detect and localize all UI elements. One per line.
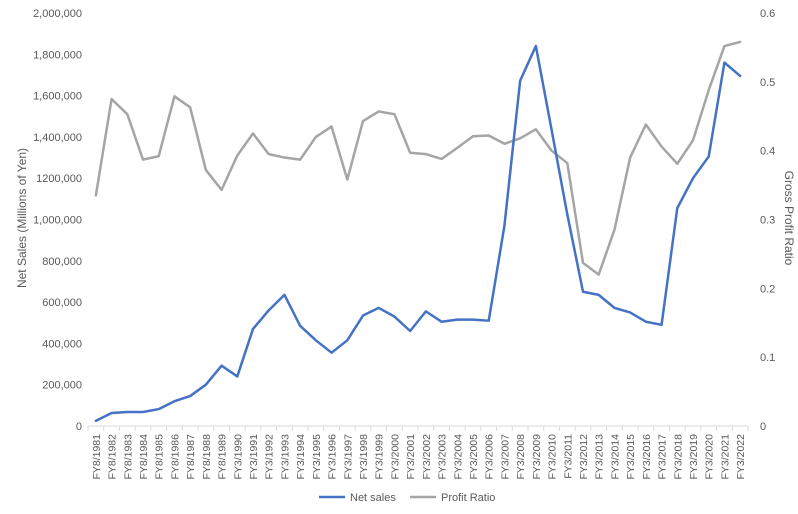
y-tick-label: 200,000: [42, 380, 82, 392]
x-tick-label: FY8/1982: [107, 434, 119, 480]
y2-tick-label: 0.1: [760, 352, 775, 364]
y-tick-label: 1,000,000: [33, 215, 82, 227]
x-tick-label: FY3/1999: [374, 434, 386, 480]
x-tick-label: FY8/1984: [138, 434, 150, 480]
x-tick-label: FY3/2013: [594, 434, 606, 480]
x-tick-label: FY3/2009: [531, 434, 543, 480]
x-tick-label: FY8/1987: [185, 434, 197, 480]
y-tick-label: 0: [76, 421, 82, 433]
series-lines: [94, 40, 742, 423]
series-line-net-sales: [94, 44, 742, 423]
x-tick-label: FY3/2001: [405, 434, 417, 480]
y2-tick-label: 0.4: [760, 146, 775, 158]
y-tick-label: 2,000,000: [33, 8, 82, 20]
x-tick-label: FY3/1997: [342, 434, 354, 480]
x-tick-label: FY3/2016: [641, 434, 653, 480]
x-tick-label: FY3/2019: [688, 434, 700, 480]
x-tick-label: FY3/2012: [578, 434, 590, 480]
y-tick-label: 1,600,000: [33, 91, 82, 103]
y2-tick-label: 0.3: [760, 215, 775, 227]
y-tick-label: 800,000: [42, 256, 82, 268]
x-tick-label: FY3/1994: [295, 434, 307, 480]
left-y-axis-label: Net Sales (Millions of Yen): [15, 148, 29, 288]
x-tick-label: FY3/2018: [672, 434, 684, 480]
y2-tick-label: 0.2: [760, 283, 775, 295]
x-tick-label: FY3/2005: [468, 434, 480, 480]
x-tick-label: FY3/1992: [264, 434, 276, 480]
x-tick-label: FY3/1995: [311, 434, 323, 480]
y-tick-label: 600,000: [42, 297, 82, 309]
x-tick-label: FY3/2000: [389, 434, 401, 480]
x-axis-ticks: FY8/1981 FY8/1982 FY8/1983 FY8/1984 FY8/1985…: [87, 426, 749, 480]
x-tick-label: FY3/2017: [657, 434, 669, 480]
x-tick-label: FY3/2006: [484, 434, 496, 480]
x-tick-label: FY3/2004: [452, 434, 464, 480]
y-tick-label: 1,800,000: [33, 49, 82, 61]
legend: Net sales Profit Ratio: [319, 492, 495, 504]
x-tick-label: FY3/1998: [358, 434, 370, 480]
legend-label: Net sales: [350, 492, 396, 504]
x-tick-label: FY8/1985: [154, 434, 166, 480]
x-tick-label: FY3/1990: [232, 434, 244, 480]
x-tick-label: FY3/2011: [562, 434, 574, 479]
x-tick-label: FY3/2010: [547, 434, 559, 480]
y-tick-label: 1,400,000: [33, 132, 82, 144]
legend-item: Profit Ratio: [410, 492, 495, 504]
y-tick-label: 400,000: [42, 338, 82, 350]
y2-tick-label: 0.6: [760, 8, 775, 20]
x-tick-label: FY3/1996: [327, 434, 339, 480]
right-y-axis-label: Gross Profit Ratio: [782, 171, 796, 266]
x-tick-label: FY8/1988: [201, 434, 213, 480]
y2-tick-label: 0: [760, 421, 766, 433]
left-y-axis-ticks: 0 200,000 400,000 600,000 800,000 1,000,000 12…: [33, 8, 82, 433]
x-tick-label: FY3/1993: [279, 434, 291, 480]
x-tick-label: FY8/1983: [122, 434, 134, 480]
x-tick-label: FY3/2007: [499, 434, 511, 480]
x-tick-label: FY3/2014: [609, 434, 621, 480]
y2-tick-label: 0.5: [760, 77, 775, 89]
x-tick-label: FY3/1991: [248, 434, 260, 480]
x-tick-label: FY3/2008: [515, 434, 527, 480]
series-line-profit-ratio: [94, 40, 742, 276]
x-tick-label: FY3/2020: [704, 434, 716, 480]
right-y-axis-ticks: 0 0.1 0.2 0.3 0.4 0.5 0.6: [760, 8, 775, 433]
x-tick-label: FY3/2021: [719, 434, 731, 480]
legend-item: Net sales: [319, 492, 396, 504]
x-tick-label: FY3/2022: [735, 434, 747, 480]
x-tick-label: FY3/2002: [421, 434, 433, 480]
y-tick-label: 1200,000: [36, 173, 82, 185]
x-tick-label: FY3/2015: [625, 434, 637, 480]
legend-label: Profit Ratio: [441, 492, 495, 504]
x-tick-label: FY8/1981: [91, 434, 103, 480]
x-tick-label: FY3/2003: [437, 434, 449, 480]
x-tick-label: FY8/1986: [169, 434, 181, 480]
x-tick-label: FY8/1989: [217, 434, 229, 480]
